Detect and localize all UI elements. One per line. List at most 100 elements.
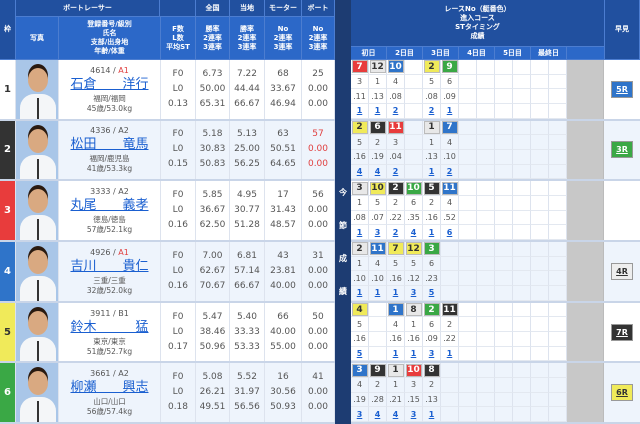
empty-cell	[531, 195, 549, 211]
branch: 山口/山口	[93, 397, 126, 407]
empty-cell	[513, 378, 531, 393]
empty-cell	[459, 149, 477, 165]
result-link[interactable]: 4	[405, 225, 423, 240]
empty-cell	[531, 60, 549, 75]
racer-name-link[interactable]: 柳瀬 興志	[70, 380, 149, 396]
racer-photo	[16, 60, 59, 119]
empty-cell	[549, 74, 567, 90]
result-link[interactable]: 3	[405, 407, 423, 422]
hayami-race-button[interactable]: 5R	[611, 80, 633, 98]
motor-value: 17	[277, 190, 289, 201]
racer-info: 4614 / A1 石倉 洋行 福岡/福岡 45歳/53.0kg	[59, 60, 161, 119]
race-number-badge: 11	[369, 242, 386, 256]
racer-name-link[interactable]: 吉川 貴仁	[70, 258, 149, 274]
racer-name-link[interactable]: 石倉 洋行	[70, 76, 149, 92]
national-value: 50.00	[199, 83, 226, 94]
result-link[interactable]: 6	[441, 225, 459, 240]
fl-value: 0.16	[167, 280, 189, 291]
racer-photo	[16, 302, 59, 362]
result-link[interactable]: 1	[369, 103, 387, 119]
empty-cell	[477, 332, 495, 347]
empty-cell	[459, 164, 477, 180]
race-number-badge: 7	[351, 60, 368, 74]
racer-class: B1	[118, 308, 129, 318]
result-link[interactable]: 1	[423, 407, 441, 422]
racer-name-link[interactable]: 松田 竜馬	[70, 137, 149, 153]
result-link[interactable]: 4	[351, 164, 369, 180]
result-link[interactable]: 2	[387, 225, 405, 240]
result-link[interactable]: 2	[387, 103, 405, 119]
result-link[interactable]: 5	[423, 285, 441, 301]
result-link[interactable]: 3	[405, 285, 423, 301]
motor-value: 68	[277, 68, 289, 79]
entry-course: 6	[423, 317, 441, 332]
race-number-badge: 9	[369, 363, 386, 377]
empty-cell	[405, 74, 423, 90]
hayami-race-button[interactable]: 3R	[611, 141, 633, 159]
empty-cell	[549, 135, 567, 150]
empty-cell	[477, 135, 495, 150]
result-link[interactable]: 4	[369, 407, 387, 422]
boat-value: 0.00	[307, 326, 329, 337]
result-link[interactable]: 1	[351, 285, 369, 301]
empty-cell	[405, 149, 423, 165]
result-link[interactable]: 1	[441, 346, 459, 362]
empty-cell	[477, 74, 495, 90]
empty-cell	[477, 120, 495, 136]
result-link[interactable]: 3	[423, 346, 441, 362]
empty-cell	[405, 164, 423, 180]
header-fl: F数 L数 平均ST	[161, 17, 196, 60]
result-link[interactable]: 1	[423, 164, 441, 180]
fl-value: L0	[172, 83, 184, 94]
racer-name-link[interactable]: 鈴木 猛	[70, 319, 149, 335]
fl-value: F0	[172, 190, 184, 201]
result-link[interactable]: 1	[387, 285, 405, 301]
entry-course: 1	[387, 378, 405, 393]
hayami-race-button[interactable]: 7R	[611, 323, 633, 341]
hayami-race-button[interactable]: 4R	[611, 262, 633, 280]
racer-name-link[interactable]: 丸尾 義孝	[70, 198, 149, 214]
racer-class: A2	[118, 187, 129, 197]
result-link[interactable]: 1	[441, 103, 459, 119]
motor-value: 31.43	[270, 205, 296, 216]
entry-course: 2	[369, 135, 387, 150]
result-link[interactable]: 1	[369, 285, 387, 301]
empty-cell	[495, 363, 513, 378]
result-link[interactable]: 4	[387, 407, 405, 422]
empty-cell	[549, 89, 567, 104]
race-number-badge: 6	[369, 120, 386, 134]
result-link[interactable]: 1	[423, 225, 441, 240]
result-link[interactable]: 2	[441, 164, 459, 180]
empty-cell	[531, 89, 549, 104]
result-link[interactable]: 1	[387, 346, 405, 362]
local-value: 25.00	[234, 144, 260, 155]
entry-course: 2	[387, 195, 405, 211]
waku-number: 4	[0, 242, 16, 301]
national-stats: 5.08 26.21 49.51	[196, 363, 230, 422]
header-motor: モーター	[265, 0, 302, 17]
result-link[interactable]: 3	[369, 225, 387, 240]
result-link[interactable]: 3	[351, 407, 369, 422]
empty-cell	[531, 317, 549, 332]
st-timing: .10	[441, 149, 459, 165]
result-link[interactable]: 2	[387, 164, 405, 180]
result-link[interactable]: 1	[351, 225, 369, 240]
header-hayami: 早見	[605, 0, 640, 60]
header-waku: 枠	[0, 0, 16, 60]
result-link[interactable]: 2	[423, 103, 441, 119]
motor-value: 30.56	[270, 387, 296, 398]
st-timing: .52	[441, 210, 459, 226]
hayami-race-button[interactable]: 6R	[611, 384, 633, 402]
waku-number: 1	[0, 60, 16, 119]
result-link[interactable]: 1	[405, 346, 423, 362]
racer-info: 3661 / A2 柳瀬 興志 山口/山口 56歳/57.4kg	[59, 363, 161, 422]
result-link[interactable]: 1	[351, 103, 369, 119]
branch: 徳島/徳島	[93, 215, 126, 225]
fl-value: L0	[172, 387, 184, 398]
empty-cell	[531, 346, 549, 362]
result-link[interactable]: 5	[351, 346, 369, 362]
boat-value: 0.00	[307, 220, 329, 231]
result-link[interactable]: 4	[369, 164, 387, 180]
race-number-badge: 11	[387, 120, 404, 134]
waku-number: 5	[0, 302, 16, 362]
